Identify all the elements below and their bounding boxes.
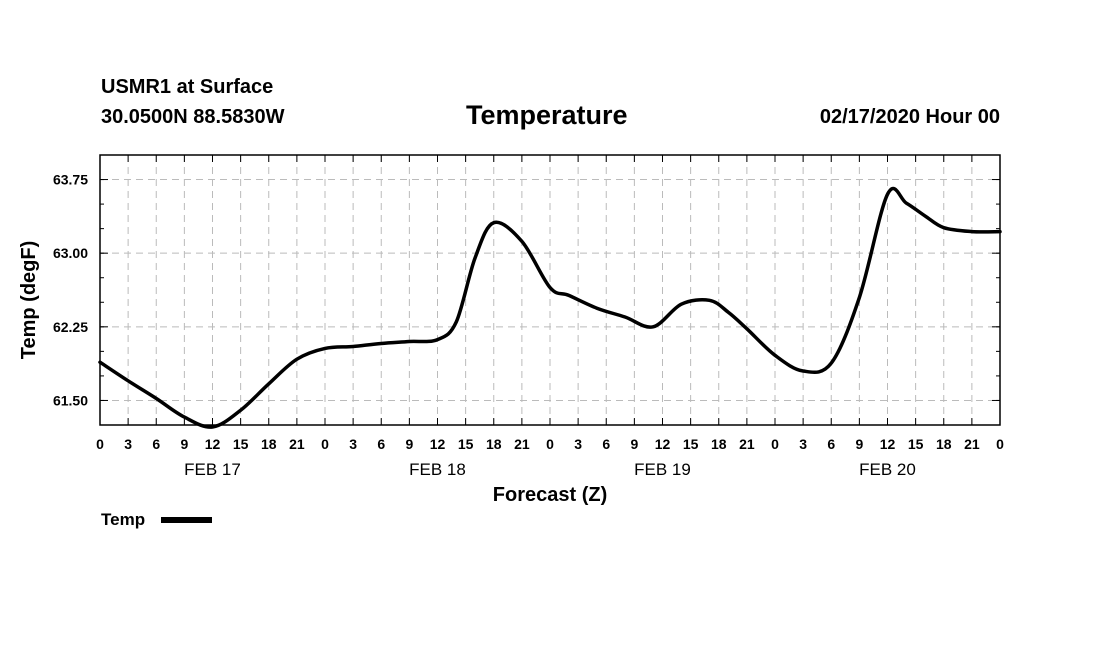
temp-series-line xyxy=(98,186,1002,429)
x-tick-label: 21 xyxy=(289,436,305,452)
x-tick-label: 15 xyxy=(683,436,699,452)
run-time-label: 02/17/2020 Hour 00 xyxy=(819,106,1000,128)
chart-title: Temperature xyxy=(466,100,628,130)
date-label: FEB 17 xyxy=(184,460,241,479)
x-tick-label: 15 xyxy=(908,436,924,452)
date-label: FEB 19 xyxy=(634,460,691,479)
labels-layer: 0 3 6 9 12 15 18 21 0 3 6 9 12 15 18 21 0 3 6 9 12 15 18 21 0 3 6 9… xyxy=(18,172,1004,506)
x-tick-label: 18 xyxy=(936,436,952,452)
x-tick-label: 0 xyxy=(771,436,779,452)
series-layer xyxy=(98,186,1002,429)
x-tick-label: 3 xyxy=(124,436,132,452)
y-tick-label: 62.25 xyxy=(53,319,88,335)
x-tick-label: 15 xyxy=(458,436,474,452)
x-tick-label: 9 xyxy=(630,436,638,452)
y-tick-label: 61.50 xyxy=(53,392,88,408)
x-tick-label: 12 xyxy=(430,436,446,452)
x-tick-label: 3 xyxy=(349,436,357,452)
x-axis-title: Forecast (Z) xyxy=(493,484,607,506)
station-label: USMR1 at Surface xyxy=(101,76,274,98)
x-tick-label: 21 xyxy=(514,436,530,452)
x-tick-label: 0 xyxy=(996,436,1004,452)
x-tick-label: 12 xyxy=(655,436,671,452)
x-tick-label: 0 xyxy=(96,436,104,452)
x-tick-label: 21 xyxy=(739,436,755,452)
y-axis-title: Temp (degF) xyxy=(18,241,40,360)
y-tick-label: 63.00 xyxy=(53,245,88,261)
x-tick-label: 9 xyxy=(405,436,413,452)
x-tick-label: 15 xyxy=(233,436,249,452)
legend-label: Temp xyxy=(101,510,145,529)
x-tick-label: 3 xyxy=(574,436,582,452)
legend: Temp xyxy=(101,510,212,529)
date-label: FEB 18 xyxy=(409,460,466,479)
plot-frame xyxy=(99,154,1001,426)
x-tick-label: 6 xyxy=(602,436,610,452)
x-tick-label: 21 xyxy=(964,436,980,452)
y-tick-label: 63.75 xyxy=(53,172,88,188)
x-tick-label: 6 xyxy=(377,436,385,452)
x-tick-label: 12 xyxy=(880,436,896,452)
x-tick-label: 18 xyxy=(711,436,727,452)
x-tick-label: 3 xyxy=(799,436,807,452)
x-tick-label: 12 xyxy=(205,436,221,452)
date-label: FEB 20 xyxy=(859,460,916,479)
grid-lines xyxy=(100,155,1000,425)
x-tick-label: 9 xyxy=(855,436,863,452)
x-tick-label: 0 xyxy=(321,436,329,452)
coordinates-label: 30.0500N 88.5830W xyxy=(101,106,285,128)
x-tick-label: 18 xyxy=(486,436,502,452)
x-tick-label: 18 xyxy=(261,436,277,452)
x-tick-label: 0 xyxy=(546,436,554,452)
axes xyxy=(99,154,1001,426)
x-tick-label: 9 xyxy=(180,436,188,452)
x-tick-label: 6 xyxy=(827,436,835,452)
x-tick-label: 6 xyxy=(152,436,160,452)
